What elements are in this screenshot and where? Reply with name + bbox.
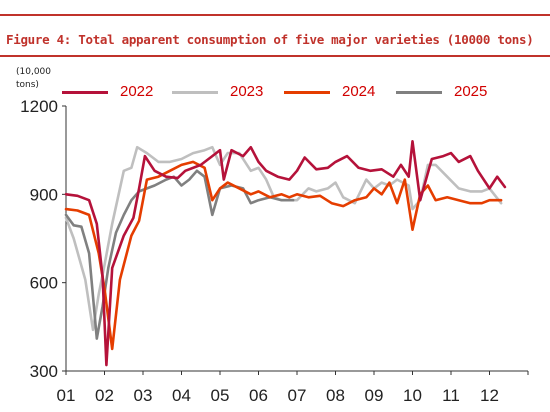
x-tick-label: 05 <box>211 386 230 405</box>
legend-label-2025: 2025 <box>454 83 488 100</box>
y-unit-label: (10,000 tons) <box>16 67 52 90</box>
title-top-rule <box>0 14 550 16</box>
legend-label-2024: 2024 <box>342 83 376 100</box>
x-tick-label: 02 <box>95 386 114 405</box>
y-tick-label: 1200 <box>20 97 58 116</box>
x-tick-label: 01 <box>57 386 76 405</box>
x-tick-label: 09 <box>365 386 384 405</box>
y-tick-label: 600 <box>30 274 58 293</box>
x-tick-label: 07 <box>288 386 307 405</box>
x-tick-label: 03 <box>134 386 153 405</box>
x-tick-label: 04 <box>172 386 191 405</box>
x-tick-label: 10 <box>403 386 422 405</box>
legend-swatch-2022 <box>62 91 108 94</box>
y-tick-label: 300 <box>30 362 58 381</box>
x-tick-label: 12 <box>480 386 499 405</box>
legend-swatch-2025 <box>396 91 442 94</box>
x-tick-label: 08 <box>326 386 345 405</box>
y-tick-label: 900 <box>30 185 58 204</box>
legend-swatch-2023 <box>172 91 218 94</box>
title-bottom-rule <box>0 55 550 57</box>
x-tick-label: 11 <box>442 386 460 405</box>
x-tick-label: 06 <box>249 386 268 405</box>
legend-label-2022: 2022 <box>120 83 154 100</box>
chart-axes: 300 600 900 1200 01 02 03 04 05 06 07 08 09 10 11 12 <box>20 97 529 405</box>
figure-title: Figure 4: Total apparent consumption of … <box>6 32 534 47</box>
legend-label-2023: 2023 <box>230 83 264 100</box>
legend-swatch-2024 <box>284 91 330 94</box>
series-line-2022 <box>64 140 507 367</box>
series-line-2024 <box>64 160 503 351</box>
chart-lines <box>64 140 507 367</box>
